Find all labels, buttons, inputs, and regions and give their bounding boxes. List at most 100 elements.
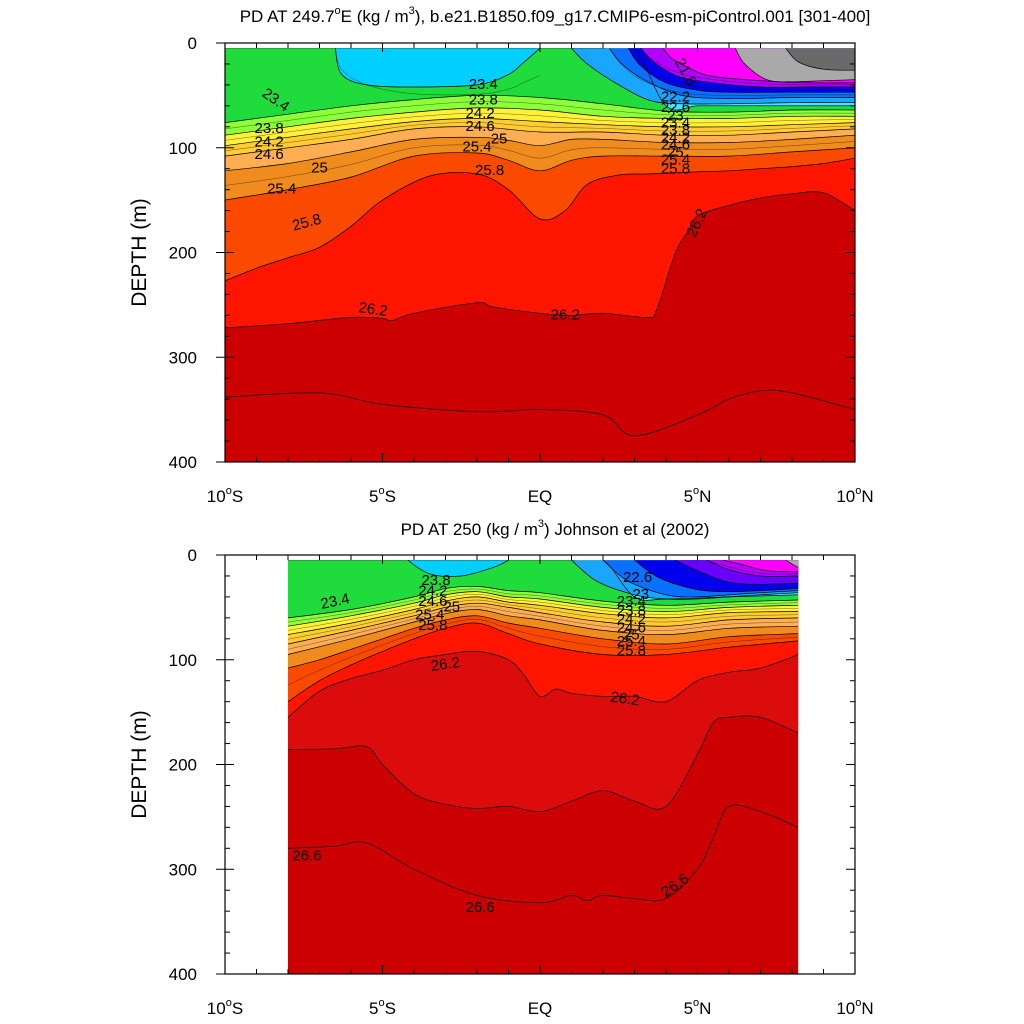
contour-line	[225, 134, 855, 172]
superscript: o	[226, 485, 232, 497]
x-tick-label: 10oN	[836, 485, 873, 506]
x-tick-label: 5oS	[369, 997, 396, 1018]
contour-line	[225, 126, 855, 157]
text-part: 5	[684, 999, 693, 1018]
y-tick-label: 400	[169, 965, 197, 984]
contour-label: 23.8	[254, 120, 283, 137]
contour-line	[785, 48, 855, 71]
contour-line-minor	[225, 122, 855, 152]
contour-line-minor	[288, 594, 799, 631]
contour-line	[571, 48, 855, 105]
superscript: o	[855, 485, 861, 497]
text-part: 10	[207, 487, 226, 506]
contour-line	[288, 804, 799, 904]
contour-line-minor	[288, 599, 799, 640]
contour-label: 24.6	[466, 118, 495, 135]
superscript: o	[226, 997, 232, 1009]
y-tick-label: 300	[169, 860, 197, 879]
text-part: PD AT 249.7	[240, 7, 335, 26]
contour-label: 25.8	[617, 642, 646, 659]
contour-line	[785, 560, 799, 568]
contour-line	[288, 602, 799, 645]
text-part: 5	[369, 999, 378, 1018]
y-tick-label: 200	[169, 244, 197, 263]
contour-line	[640, 48, 855, 88]
contour-label: 24.6	[617, 619, 646, 636]
contour-label: 26.2	[357, 299, 388, 320]
contour-line	[288, 591, 799, 627]
contour-line	[602, 560, 799, 598]
x-tick-label: 10oS	[207, 485, 243, 506]
text-part: E (kg / m	[341, 7, 409, 26]
contour-label: 24.6	[418, 593, 447, 610]
contour-line	[288, 622, 799, 702]
text-part: N	[699, 487, 711, 506]
contour-label: 24.2	[466, 105, 495, 122]
contour-label: 25.8	[475, 162, 504, 179]
contour-label: 24.2	[254, 133, 283, 150]
contour-line	[634, 560, 799, 593]
text-part: 5	[684, 487, 693, 506]
contour-line	[675, 560, 799, 585]
contour-line	[288, 560, 799, 601]
contour-label: 25.4	[415, 607, 444, 624]
contour-label: 25	[311, 160, 328, 177]
text-part: 5	[369, 487, 378, 506]
contour-label: 24.6	[254, 146, 283, 163]
contour-line	[225, 191, 855, 329]
contour-label: 25.8	[290, 211, 323, 235]
contour-line	[706, 560, 799, 577]
density-band-20-6	[722, 560, 799, 572]
contour-label: 23.4	[661, 115, 690, 132]
contour-line-minor	[225, 141, 855, 186]
contour-line	[407, 560, 509, 577]
contour-line-minor	[628, 48, 855, 91]
contour-line	[225, 94, 855, 123]
contour-line-minor	[706, 560, 799, 575]
contour-line-minor	[335, 48, 541, 96]
contour-line	[225, 147, 855, 201]
text-part: PD AT 250 (kg / m	[401, 520, 538, 539]
contour-line	[571, 560, 799, 600]
density-band-22-9	[407, 560, 509, 577]
contour-line	[288, 585, 799, 619]
contour-line-minor	[225, 101, 855, 130]
contour-label: 23.8	[661, 122, 690, 139]
superscript: 3	[409, 5, 415, 17]
x-tick-label: 5oS	[369, 485, 396, 506]
superscript: o	[693, 485, 699, 497]
superscript: o	[379, 997, 385, 1009]
contour-label: 26.6	[292, 848, 321, 865]
y-tick-label: 0	[188, 546, 197, 565]
text-part: ) Johnson et al (2002)	[544, 520, 709, 539]
contour-label: 25	[491, 130, 508, 147]
y-axis-label: DEPTH (m)	[128, 198, 151, 307]
x-tick-label: 5oN	[684, 997, 712, 1018]
superscript: o	[335, 5, 341, 17]
y-tick-label: 200	[169, 756, 197, 775]
contour-label: 23.4	[469, 76, 498, 93]
density-band-20-2	[785, 48, 855, 71]
x-tick-label: 10oN	[836, 997, 873, 1018]
superscript: o	[379, 485, 385, 497]
contour-label: 25.4	[617, 633, 646, 650]
contour-line	[609, 48, 855, 99]
y-tick-label: 100	[169, 651, 197, 670]
y-axis-label: DEPTH (m)	[128, 710, 151, 819]
contour-label: 25.4	[462, 139, 491, 156]
contour-label: 24.2	[418, 583, 447, 600]
contour-label: 24.2	[661, 129, 690, 146]
contour-label: 26.2	[551, 306, 580, 323]
contour-line	[225, 118, 855, 147]
x-tick-label: 5oN	[684, 485, 712, 506]
contour-line	[288, 715, 799, 813]
contour-label: 23.8	[617, 603, 646, 620]
text-part: 10	[836, 999, 855, 1018]
text-part: N	[861, 487, 873, 506]
contour-label: 23.8	[469, 92, 498, 109]
contour-line	[627, 48, 855, 93]
contour-line-minor	[640, 48, 855, 86]
text-part: ), b.e21.B1850.f09_g17.CMIP6-esm-piContr…	[415, 7, 871, 26]
contour-line	[288, 596, 799, 635]
x-tick-label: EQ	[528, 487, 553, 506]
